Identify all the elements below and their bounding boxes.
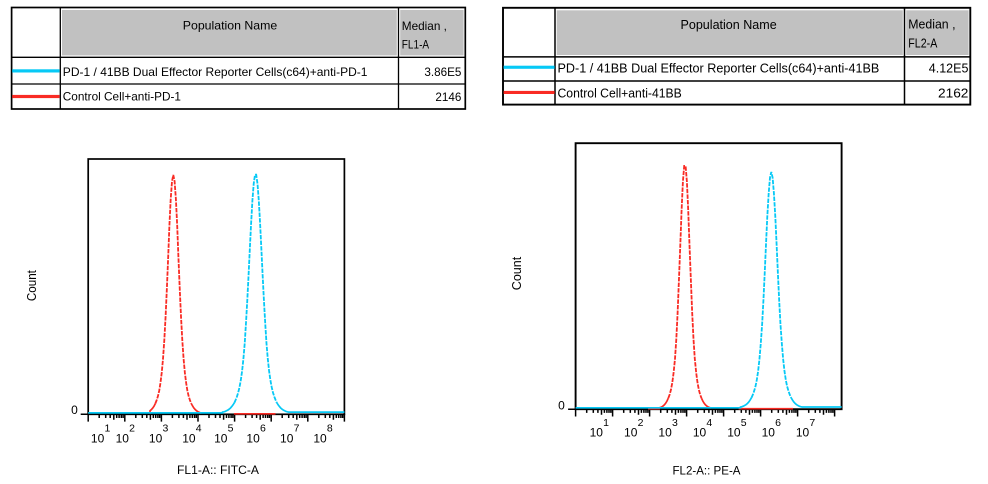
- svg-text:10: 10: [727, 426, 741, 440]
- svg-text:FL2-A: FL2-A: [908, 36, 938, 50]
- svg-text:Control Cell+anti-41BB: Control Cell+anti-41BB: [558, 86, 682, 100]
- svg-text:7: 7: [294, 423, 300, 435]
- svg-text:10: 10: [658, 426, 672, 440]
- svg-text:Median ,: Median ,: [908, 17, 955, 31]
- svg-text:2: 2: [638, 417, 644, 429]
- svg-text:10: 10: [214, 431, 228, 445]
- svg-text:1: 1: [104, 423, 110, 435]
- svg-text:6: 6: [775, 417, 781, 429]
- svg-text:5: 5: [228, 423, 234, 435]
- svg-text:4: 4: [706, 417, 712, 429]
- svg-text:6: 6: [260, 423, 266, 435]
- svg-text:0: 0: [71, 403, 78, 417]
- svg-text:3: 3: [162, 423, 168, 435]
- svg-text:3.86E5: 3.86E5: [424, 65, 461, 79]
- svg-text:FL2-A:: PE-A: FL2-A:: PE-A: [673, 464, 741, 478]
- svg-text:10: 10: [693, 426, 707, 440]
- svg-text:PD-1 / 41BB Dual Effector Repo: PD-1 / 41BB Dual Effector Reporter Cells…: [63, 65, 368, 79]
- svg-text:4.12E5: 4.12E5: [929, 62, 969, 76]
- svg-text:Median ,: Median ,: [402, 19, 447, 33]
- svg-text:3: 3: [672, 417, 678, 429]
- svg-text:2162: 2162: [938, 87, 968, 101]
- svg-text:10: 10: [182, 431, 196, 445]
- svg-text:2: 2: [129, 423, 135, 435]
- svg-text:Count: Count: [24, 270, 39, 301]
- svg-text:Population Name: Population Name: [183, 19, 278, 33]
- svg-text:2146: 2146: [435, 90, 461, 104]
- svg-text:0: 0: [558, 399, 565, 413]
- svg-text:FL1-A: FL1-A: [402, 37, 429, 51]
- svg-text:Count: Count: [509, 256, 524, 290]
- svg-text:PD-1 / 41BB Dual Effector Repo: PD-1 / 41BB Dual Effector Reporter Cells…: [558, 61, 880, 75]
- svg-text:10: 10: [91, 431, 105, 445]
- svg-text:10: 10: [116, 431, 130, 445]
- svg-text:10: 10: [590, 426, 604, 440]
- svg-text:10: 10: [762, 426, 776, 440]
- svg-text:FL1-A:: FITC-A: FL1-A:: FITC-A: [177, 463, 259, 477]
- svg-text:7: 7: [809, 417, 815, 429]
- svg-text:10: 10: [280, 431, 294, 445]
- svg-text:8: 8: [327, 423, 333, 435]
- svg-text:10: 10: [246, 431, 260, 445]
- svg-text:10: 10: [313, 431, 327, 445]
- svg-text:10: 10: [624, 426, 638, 440]
- svg-text:5: 5: [741, 417, 747, 429]
- svg-text:Population Name: Population Name: [681, 18, 777, 32]
- svg-text:10: 10: [796, 426, 810, 440]
- svg-text:4: 4: [196, 423, 202, 435]
- svg-text:Control Cell+anti-PD-1: Control Cell+anti-PD-1: [63, 90, 182, 104]
- svg-text:1: 1: [603, 417, 609, 429]
- svg-text:10: 10: [149, 431, 163, 445]
